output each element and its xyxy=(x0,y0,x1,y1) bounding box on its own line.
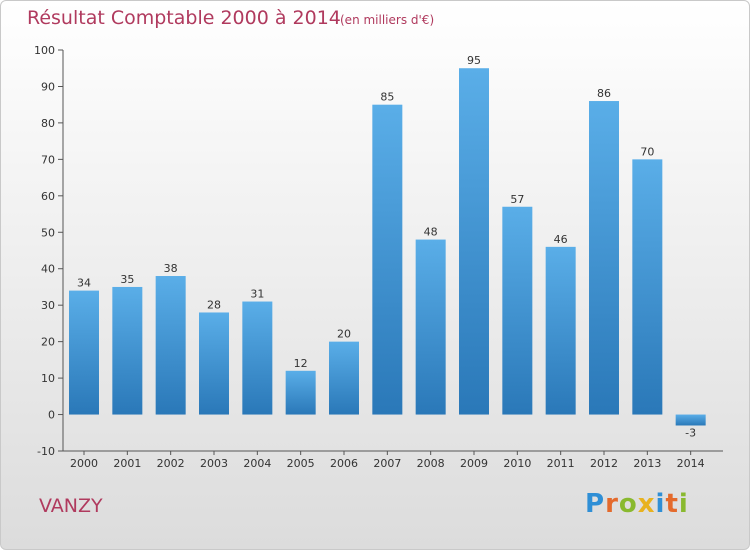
data-label-2005: 12 xyxy=(294,357,308,370)
y-tick-label: 30 xyxy=(41,299,55,312)
data-label-2001: 35 xyxy=(120,273,134,286)
data-label-2006: 20 xyxy=(337,328,351,341)
y-tick-label: -10 xyxy=(37,445,55,458)
y-tick-label: 0 xyxy=(48,409,55,422)
logo-letter: x xyxy=(637,489,656,519)
y-tick-label: 80 xyxy=(41,117,55,130)
logo-letter: r xyxy=(605,489,619,519)
x-tick-label-2004: 2004 xyxy=(243,457,271,470)
logo-letter: o xyxy=(618,489,638,519)
data-label-2010: 57 xyxy=(510,193,524,206)
bar-2004 xyxy=(242,301,273,415)
x-tick-label-2008: 2008 xyxy=(417,457,445,470)
x-tick-label-2014: 2014 xyxy=(677,457,705,470)
chart-subtitle: (en milliers d'€) xyxy=(340,13,435,27)
bar-2010 xyxy=(502,206,533,415)
y-tick-label: 10 xyxy=(41,372,55,385)
bar-2001 xyxy=(112,286,143,415)
x-tick-label-2001: 2001 xyxy=(113,457,141,470)
logo-letter: i xyxy=(678,489,689,519)
x-tick-label-2007: 2007 xyxy=(373,457,401,470)
x-tick-label-2005: 2005 xyxy=(287,457,315,470)
y-tick-label: 40 xyxy=(41,263,55,276)
bar-2013 xyxy=(632,159,663,415)
x-tick-label-2002: 2002 xyxy=(157,457,185,470)
bar-2002 xyxy=(155,276,186,415)
commune-name: VANZY xyxy=(39,495,103,517)
data-label-2014: -3 xyxy=(685,426,696,439)
bar-2000 xyxy=(69,290,99,415)
bar-2011 xyxy=(545,246,576,415)
y-tick-label: 60 xyxy=(41,190,55,203)
x-tick-label-2010: 2010 xyxy=(503,457,531,470)
data-label-2003: 28 xyxy=(207,298,221,311)
proxiti-logo: Proxiti xyxy=(585,489,689,519)
x-tick-label-2003: 2003 xyxy=(200,457,228,470)
data-label-2011: 46 xyxy=(554,233,568,246)
x-tick-label-2011: 2011 xyxy=(547,457,575,470)
data-label-2009: 95 xyxy=(467,54,481,67)
logo-letter: i xyxy=(655,489,666,519)
bar-2006 xyxy=(329,341,359,415)
x-tick-label-2013: 2013 xyxy=(633,457,661,470)
logo-letter: t xyxy=(665,489,679,519)
data-label-2007: 85 xyxy=(380,91,394,104)
bar-2007 xyxy=(372,104,403,415)
y-tick-label: 90 xyxy=(41,80,55,93)
y-tick-label: 50 xyxy=(41,226,55,239)
data-label-2012: 86 xyxy=(597,87,611,100)
y-tick-label: 100 xyxy=(34,44,55,57)
y-tick-label: 20 xyxy=(41,336,55,349)
bar-2005 xyxy=(285,370,316,415)
logo-letter: P xyxy=(585,489,606,519)
x-tick-label-2006: 2006 xyxy=(330,457,358,470)
bar-2008 xyxy=(415,239,446,415)
y-tick-label: 70 xyxy=(41,153,55,166)
data-label-2004: 31 xyxy=(250,288,264,301)
x-tick-label-2000: 2000 xyxy=(70,457,98,470)
data-label-2008: 48 xyxy=(424,226,438,239)
bar-2003 xyxy=(199,312,229,415)
chart-title: Résultat Comptable 2000 à 2014 xyxy=(27,7,341,29)
x-tick-label-2012: 2012 xyxy=(590,457,618,470)
data-label-2013: 70 xyxy=(640,145,654,158)
bar-2012 xyxy=(589,101,619,415)
data-label-2000: 34 xyxy=(77,277,91,290)
x-tick-label-2009: 2009 xyxy=(460,457,488,470)
bar-2009 xyxy=(459,68,489,415)
data-label-2002: 38 xyxy=(164,262,178,275)
bar-2014 xyxy=(675,414,706,426)
